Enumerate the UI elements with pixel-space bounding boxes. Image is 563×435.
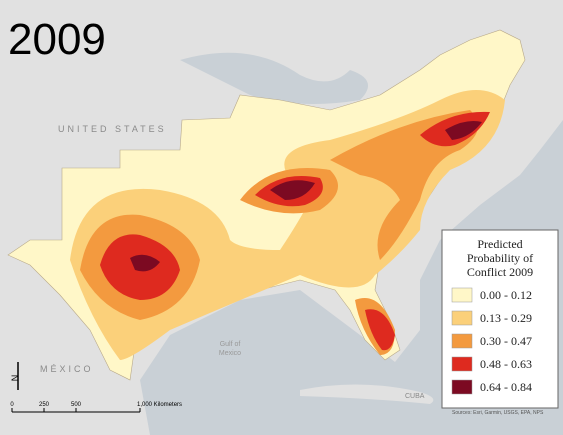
map-title: 2009 bbox=[8, 15, 106, 64]
legend-label: 0.00 - 0.12 bbox=[480, 288, 532, 302]
island-label: CUBA bbox=[405, 393, 425, 400]
legend-title: Conflict 2009 bbox=[467, 265, 533, 279]
legend-swatch bbox=[451, 379, 473, 395]
gulf-label: Gulf of bbox=[220, 341, 241, 348]
legend-label: 0.13 - 0.29 bbox=[480, 311, 532, 325]
country-label: MÉXICO bbox=[40, 364, 94, 374]
scale-label: 500 bbox=[71, 402, 82, 408]
gulf-label: Mexico bbox=[219, 350, 241, 357]
scale-label: 250 bbox=[39, 402, 50, 408]
north-arrow: N bbox=[10, 362, 20, 390]
legend-label: 0.64 - 0.84 bbox=[480, 380, 532, 394]
legend-title: Probability of bbox=[467, 251, 533, 265]
legend-swatch bbox=[451, 356, 473, 372]
lakes bbox=[180, 52, 368, 104]
north-label: N bbox=[10, 375, 20, 382]
scale-bar bbox=[11, 408, 141, 413]
legend-swatch bbox=[451, 310, 473, 326]
scale-label: 1,000 Kilometers bbox=[137, 402, 182, 408]
scale-label: 0 bbox=[10, 402, 14, 408]
legend-label: 0.48 - 0.63 bbox=[480, 357, 532, 371]
cuba bbox=[300, 384, 434, 404]
legend-title: Predicted bbox=[477, 237, 522, 251]
legend-swatch bbox=[451, 287, 473, 303]
country-label: UNITED STATES bbox=[58, 124, 167, 134]
attribution: Sources: Esri, Garmin, USGS, EPA, NPS bbox=[452, 410, 544, 416]
legend-label: 0.30 - 0.47 bbox=[480, 334, 532, 348]
legend-swatch bbox=[451, 333, 473, 349]
probability-zones bbox=[70, 90, 505, 360]
